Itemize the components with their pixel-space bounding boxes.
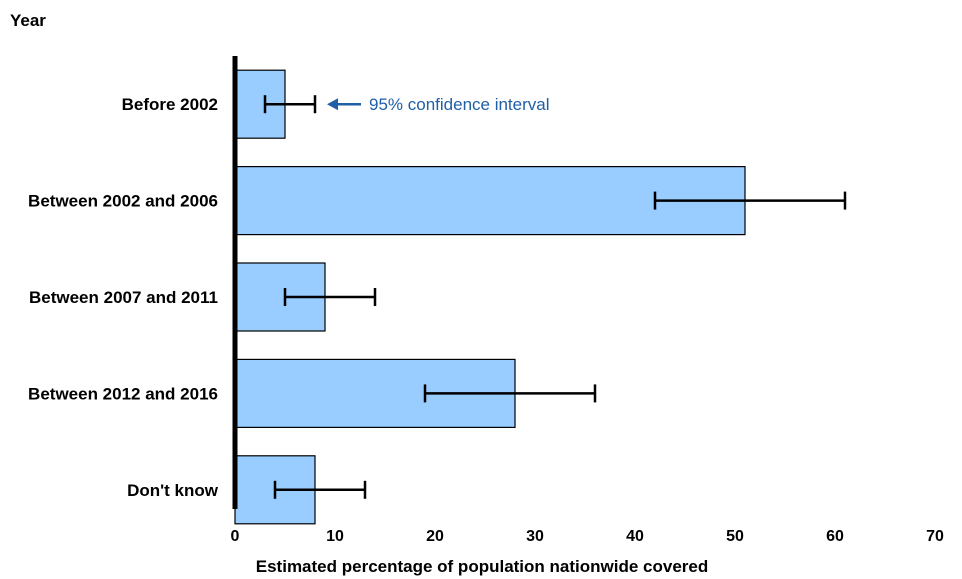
annotation: 95% confidence interval xyxy=(327,95,550,114)
error-bar-don-t-know xyxy=(273,480,367,499)
error-bars xyxy=(263,95,847,499)
category-label-don-t-know: Don't know xyxy=(127,481,219,500)
category-label-between-2012-and-2016: Between 2012 and 2016 xyxy=(28,384,218,403)
x-tick-label-20: 20 xyxy=(426,528,444,545)
x-tick-label-50: 50 xyxy=(726,528,744,545)
x-tick-label-30: 30 xyxy=(526,528,544,545)
category-labels: Before 2002 Between 2002 and 2006 Between … xyxy=(28,95,219,500)
x-tick-label-10: 10 xyxy=(326,528,344,545)
x-tick-label-70: 70 xyxy=(926,528,944,545)
error-bar-before-2002 xyxy=(263,95,317,114)
y-axis-title: Year xyxy=(10,11,46,30)
error-bar-between-2002-and-2006 xyxy=(653,191,847,210)
annotation-text: 95% confidence interval xyxy=(369,95,550,114)
category-label-before-2002: Before 2002 xyxy=(122,95,218,114)
x-tick-labels: 0 10 20 30 40 50 60 70 xyxy=(231,528,944,545)
annotation-arrow-head xyxy=(327,98,338,111)
x-tick-label-0: 0 xyxy=(231,528,240,545)
x-tick-label-40: 40 xyxy=(626,528,644,545)
error-bar-between-2007-and-2011 xyxy=(283,288,377,306)
category-label-between-2007-and-2011: Between 2007 and 2011 xyxy=(29,288,218,307)
error-bar-between-2012-and-2016 xyxy=(423,384,597,403)
x-axis-title: Estimated percentage of population natio… xyxy=(256,557,708,576)
x-tick-label-60: 60 xyxy=(826,528,844,545)
category-label-between-2002-and-2006: Between 2002 and 2006 xyxy=(28,192,218,211)
